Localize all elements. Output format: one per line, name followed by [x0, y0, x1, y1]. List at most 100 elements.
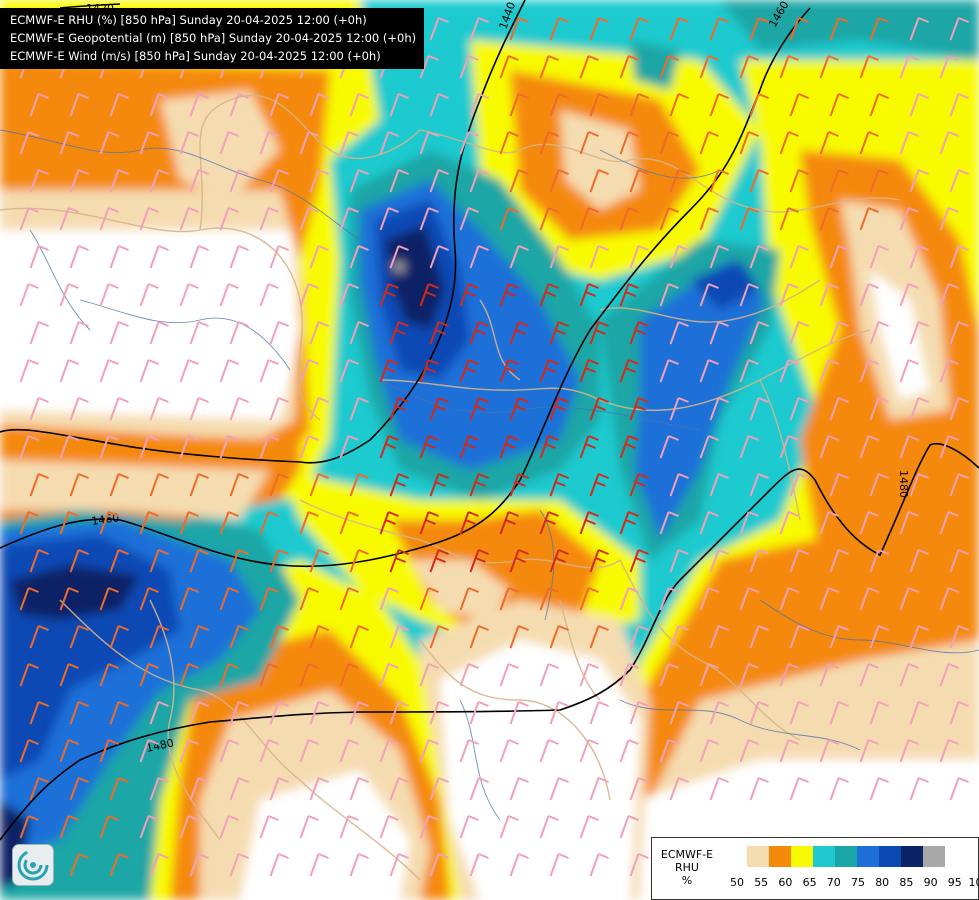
- wind-barb: [549, 93, 569, 117]
- wind-barb: [859, 55, 879, 79]
- wind-barb: [229, 397, 249, 421]
- wind-barb: [589, 853, 609, 877]
- legend-tick: 95: [947, 876, 962, 889]
- wind-barb: [259, 815, 279, 839]
- wind-barb: [139, 435, 159, 459]
- wind-barb: [189, 321, 209, 345]
- wind-barb: [629, 93, 649, 117]
- wind-barb: [339, 587, 359, 611]
- wind-barb: [549, 245, 569, 269]
- wind-barb: [259, 131, 279, 155]
- legend-swatch: [923, 846, 945, 867]
- legend-swatch: [857, 846, 879, 867]
- wind-barb: [419, 587, 439, 611]
- wind-barb: [659, 207, 679, 231]
- wind-barb: [429, 549, 449, 573]
- wind-barb: [619, 739, 639, 763]
- wind-barb: [309, 549, 329, 573]
- wind-barb: [629, 321, 649, 345]
- wind-barb: [819, 435, 839, 459]
- wind-barb: [549, 853, 569, 877]
- wind-barb: [109, 549, 129, 573]
- wind-barb: [779, 359, 799, 383]
- wind-barb: [699, 283, 719, 307]
- wind-barb: [59, 207, 79, 231]
- legend-swatch: [835, 846, 857, 867]
- wind-barb: [179, 283, 199, 307]
- wind-barb: [259, 739, 279, 763]
- wind-barb: [539, 435, 559, 459]
- wind-barb: [579, 511, 599, 535]
- wind-barb: [659, 511, 679, 535]
- wind-barb: [709, 169, 729, 193]
- wind-barb: [109, 245, 129, 269]
- wind-barb: [629, 473, 649, 497]
- wind-barb: [379, 131, 399, 155]
- wind-barb: [269, 321, 289, 345]
- wind-barb: [269, 777, 289, 801]
- wind-barb: [829, 549, 849, 573]
- wind-barb: [619, 283, 639, 307]
- wind-barb: [699, 359, 719, 383]
- wind-barb: [219, 283, 239, 307]
- wind-barb: [509, 625, 529, 649]
- title-line-rhu: ECMWF-E RHU (%) [850 hPa] Sunday 20-04-2…: [10, 13, 367, 27]
- wind-barb: [709, 549, 729, 573]
- wind-barb: [429, 169, 449, 193]
- wind-barb: [19, 283, 39, 307]
- wind-barb: [819, 359, 839, 383]
- wind-barb: [629, 777, 649, 801]
- wind-barb: [499, 435, 519, 459]
- wind-barb: [459, 815, 479, 839]
- wind-barb: [69, 397, 89, 421]
- wind-barb: [179, 739, 199, 763]
- wind-barb: [419, 511, 439, 535]
- legend-swatch: [791, 846, 813, 867]
- wind-barb: [149, 169, 169, 193]
- wind-barb: [379, 739, 399, 763]
- wind-barb: [219, 511, 239, 535]
- wind-barb: [539, 663, 559, 687]
- wind-barb: [819, 283, 839, 307]
- wind-barb: [829, 93, 849, 117]
- wind-barb: [389, 777, 409, 801]
- wind-barb: [589, 93, 609, 117]
- wind-barb: [909, 549, 929, 573]
- title-line-wind: ECMWF-E Wind (m/s) [850 hPa] Sunday 20-0…: [10, 49, 381, 63]
- wind-barb: [69, 93, 89, 117]
- wind-barb: [659, 739, 679, 763]
- wind-barb: [669, 625, 689, 649]
- wind-barb: [99, 283, 119, 307]
- wind-barb: [469, 625, 489, 649]
- wind-barb: [99, 815, 119, 839]
- wind-barb: [869, 549, 889, 573]
- wind-barb: [269, 701, 289, 725]
- wind-barb: [909, 321, 929, 345]
- wind-barb: [309, 473, 329, 497]
- wind-barb: [749, 777, 769, 801]
- wind-barb: [429, 245, 449, 269]
- wind-barb: [349, 853, 369, 877]
- wind-barb: [659, 435, 679, 459]
- legend-tick: 100: [968, 876, 979, 889]
- wind-barb: [469, 549, 489, 573]
- wind-barb: [739, 55, 759, 79]
- wind-barb: [749, 17, 769, 41]
- wind-barb: [139, 131, 159, 155]
- wind-barb: [419, 663, 439, 687]
- legend-tick: 65: [802, 876, 817, 889]
- wind-barb: [179, 511, 199, 535]
- wind-barb: [909, 93, 929, 117]
- wind-barb: [229, 245, 249, 269]
- wind-barb: [309, 853, 329, 877]
- wind-barb: [269, 853, 289, 877]
- legend-swatch: [813, 846, 835, 867]
- wind-barb: [669, 93, 689, 117]
- wind-barb: [349, 625, 369, 649]
- wind-barb: [949, 777, 969, 801]
- wind-barb: [899, 739, 919, 763]
- legend-swatches: [725, 846, 945, 867]
- wind-barb: [379, 207, 399, 231]
- wind-barb: [429, 17, 449, 41]
- wind-barb: [259, 283, 279, 307]
